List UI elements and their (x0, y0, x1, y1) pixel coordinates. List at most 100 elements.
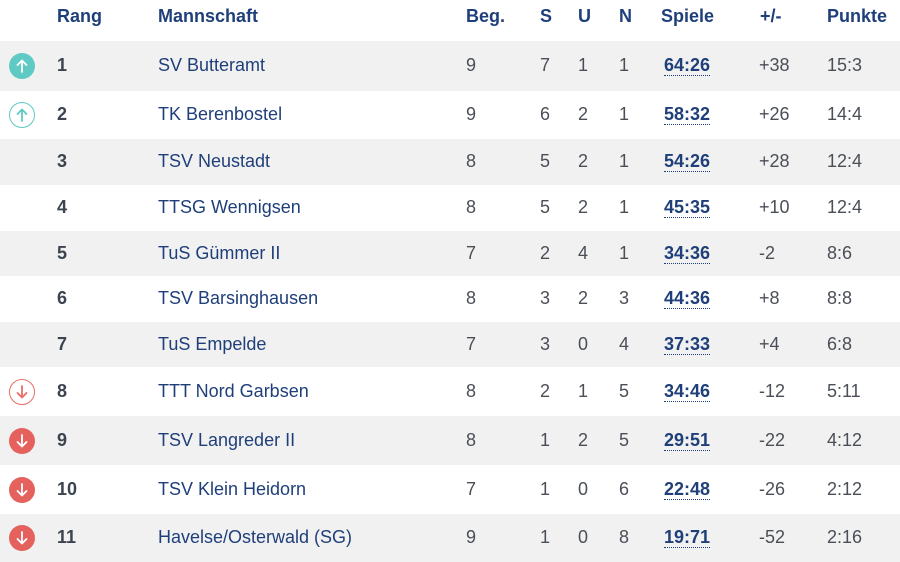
losses: 6 (619, 479, 630, 499)
goal-diff: -12 (759, 381, 786, 401)
draws: 0 (578, 479, 589, 499)
table-header: Rang Mannschaft Beg. S U N Spiele +/- Pu… (0, 0, 900, 41)
goal-diff: -26 (759, 479, 786, 499)
arrow-down-icon (9, 525, 35, 551)
rank-cell: 6 (57, 288, 68, 308)
losses: 1 (619, 55, 630, 75)
draws: 2 (578, 151, 589, 171)
spiele-link[interactable]: 37:33 (664, 334, 711, 355)
losses: 5 (619, 430, 630, 450)
points: 8:8 (827, 288, 853, 308)
spiele-link[interactable]: 34:36 (664, 243, 711, 264)
rank-cell: 11 (57, 527, 77, 547)
team-name: TK Berenbostel (158, 104, 283, 124)
rank-cell: 7 (57, 334, 68, 354)
points: 2:12 (827, 479, 863, 499)
table-row[interactable]: 9 TSV Langreder II 8 1 2 5 29:51 -22 4:12 (0, 416, 900, 465)
games-played: 8 (466, 430, 477, 450)
losses: 1 (619, 151, 630, 171)
wins: 3 (540, 288, 551, 308)
spiele-link[interactable]: 19:71 (664, 527, 711, 548)
table-row[interactable]: 1 SV Butteramt 9 7 1 1 64:26 +38 15:3 (0, 41, 900, 91)
rank-cell: 2 (57, 104, 68, 124)
table-row[interactable]: 7 TuS Empelde 7 3 0 4 37:33 +4 6:8 (0, 322, 900, 367)
games-played: 8 (466, 381, 477, 401)
points: 15:3 (827, 55, 863, 75)
draws: 1 (578, 381, 589, 401)
losses: 5 (619, 381, 630, 401)
team-name: SV Butteramt (158, 55, 266, 75)
team-name: TSV Klein Heidorn (158, 479, 307, 499)
spiele-link[interactable]: 58:32 (664, 104, 711, 125)
games-played: 8 (466, 151, 477, 171)
table-row[interactable]: 6 TSV Barsinghausen 8 3 2 3 44:36 +8 8:8 (0, 276, 900, 322)
wins: 5 (540, 197, 551, 217)
table-row[interactable]: 2 TK Berenbostel 9 6 2 1 58:32 +26 14:4 (0, 91, 900, 139)
goal-diff: +4 (759, 334, 780, 354)
goal-diff: +28 (759, 151, 790, 171)
losses: 1 (619, 104, 630, 124)
table-row[interactable]: 3 TSV Neustadt 8 5 2 1 54:26 +28 12:4 (0, 139, 900, 185)
games-played: 9 (466, 55, 477, 75)
goal-diff: +8 (759, 288, 780, 308)
spiele-link[interactable]: 22:48 (664, 479, 711, 500)
draws: 2 (578, 288, 589, 308)
team-name: TuS Gümmer II (158, 243, 281, 263)
spiele-link[interactable]: 45:35 (664, 197, 711, 218)
draws: 4 (578, 243, 589, 263)
header-n[interactable]: N (619, 6, 632, 26)
draws: 2 (578, 104, 589, 124)
losses: 1 (619, 197, 630, 217)
points: 5:11 (827, 381, 861, 401)
spiele-link[interactable]: 44:36 (664, 288, 711, 309)
spiele-link[interactable]: 54:26 (664, 151, 711, 172)
games-played: 9 (466, 527, 477, 547)
table-row[interactable]: 10 TSV Klein Heidorn 7 1 0 6 22:48 -26 2:12 (0, 465, 900, 514)
goal-diff: -52 (759, 527, 786, 547)
table-row[interactable]: 8 TTT Nord Garbsen 8 2 1 5 34:46 -12 5:11 (0, 367, 900, 416)
wins: 1 (540, 430, 551, 450)
goal-diff: -2 (759, 243, 776, 263)
header-punkte[interactable]: Punkte (827, 6, 888, 26)
table-row[interactable]: 5 TuS Gümmer II 7 2 4 1 34:36 -2 8:6 (0, 231, 900, 276)
header-mannschaft[interactable]: Mannschaft (158, 6, 259, 26)
wins: 3 (540, 334, 551, 354)
wins: 1 (540, 527, 551, 547)
losses: 4 (619, 334, 630, 354)
table-row[interactable]: 4 TTSG Wennigsen 8 5 2 1 45:35 +10 12:4 (0, 185, 900, 231)
rank-cell: 4 (57, 197, 68, 217)
spiele-link[interactable]: 64:26 (664, 55, 711, 76)
rank-cell: 8 (57, 381, 68, 401)
points: 2:16 (827, 527, 863, 547)
points: 6:8 (827, 334, 853, 354)
header-s[interactable]: S (540, 6, 553, 26)
points: 4:12 (827, 430, 863, 450)
games-played: 8 (466, 288, 477, 308)
header-u[interactable]: U (578, 6, 591, 26)
draws: 2 (578, 430, 589, 450)
wins: 2 (540, 381, 551, 401)
losses: 3 (619, 288, 630, 308)
arrow-up-icon (9, 53, 35, 79)
arrow-down-icon (9, 379, 35, 405)
spiele-link[interactable]: 29:51 (664, 430, 711, 451)
arrow-down-icon (9, 428, 35, 454)
header-rang[interactable]: Rang (57, 6, 102, 26)
goal-diff: +26 (759, 104, 790, 124)
wins: 6 (540, 104, 551, 124)
goal-diff: -22 (759, 430, 786, 450)
arrow-down-icon (9, 477, 35, 503)
goal-diff: +38 (759, 55, 790, 75)
table-row[interactable]: 11 Havelse/Osterwald (SG) 9 1 0 8 19:71 -52 2:16 (0, 514, 900, 562)
header-spiele[interactable]: Spiele (661, 6, 715, 26)
points: 8:6 (827, 243, 853, 263)
team-name: Havelse/Osterwald (SG) (158, 527, 353, 547)
team-name: TTT Nord Garbsen (158, 381, 309, 401)
header-diff[interactable]: +/- (760, 6, 782, 26)
wins: 1 (540, 479, 551, 499)
wins: 2 (540, 243, 551, 263)
header-beg[interactable]: Beg. (466, 6, 506, 26)
goal-diff: +10 (759, 197, 790, 217)
spiele-link[interactable]: 34:46 (664, 381, 711, 402)
